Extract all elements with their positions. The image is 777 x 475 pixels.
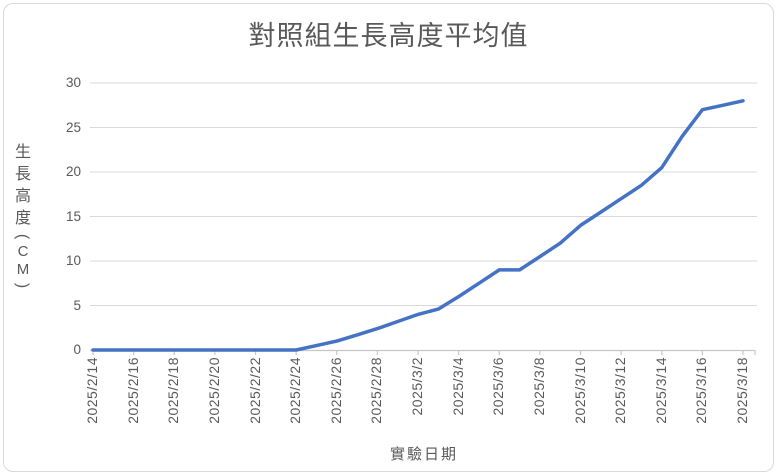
x-tick-label: 2025/2/28 (368, 357, 385, 424)
x-tick-label: 2025/2/20 (205, 357, 222, 424)
x-tick-label: 2025/3/8 (530, 357, 547, 416)
x-axis-title: 實驗日期 (389, 446, 458, 463)
y-axis-title-char: 長 (14, 165, 31, 183)
x-tick-label: 2025/2/26 (327, 357, 344, 424)
x-tick-label: 2025/3/4 (449, 357, 466, 416)
x-tick-label: 2025/2/18 (165, 357, 182, 424)
y-tick-label: 0 (73, 342, 81, 357)
y-axis-title-char: 生 (14, 143, 31, 161)
y-axis-title-char: M (16, 260, 30, 278)
x-tick-label: 2025/3/16 (693, 357, 710, 424)
chart-title: 對照組生長高度平均值 (248, 21, 529, 51)
chart-border (3, 3, 774, 472)
x-tick-label: 2025/3/14 (652, 357, 669, 424)
x-tick-label: 2025/3/6 (490, 357, 507, 416)
y-axis-title-char: 度 (14, 209, 31, 227)
y-axis-title-char: C (17, 242, 29, 260)
y-axis-title: 生長高度 ( C M) (10, 142, 36, 292)
x-tick-label: 2025/3/10 (571, 357, 588, 424)
y-tick-label: 5 (73, 297, 81, 313)
x-tick-label: 2025/2/14 (84, 357, 100, 424)
y-axis-title-char: ( (14, 233, 32, 239)
y-axis-title-char: ) (14, 282, 32, 288)
y-tick-label: 25 (65, 119, 81, 135)
x-tick-label: 2025/3/12 (612, 357, 629, 424)
y-tick-label: 20 (65, 164, 81, 179)
x-tick-label: 2025/2/24 (287, 357, 304, 424)
x-tick-label: 2025/2/16 (124, 357, 141, 424)
series-line-growth-height (91, 99, 745, 352)
x-tick-label: 2025/3/18 (734, 357, 750, 424)
y-tick-label: 30 (65, 75, 81, 90)
x-tick-label: 2025/3/2 (409, 357, 425, 416)
x-tick-label: 2025/2/22 (246, 357, 263, 424)
y-axis-title-char: 高 (14, 187, 31, 205)
y-tick-label: 10 (65, 253, 81, 268)
y-tick-label: 15 (65, 208, 81, 224)
